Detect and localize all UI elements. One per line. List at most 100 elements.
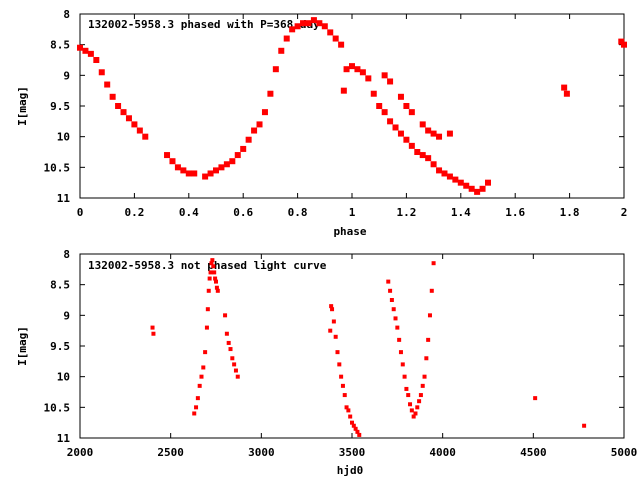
data-point: [400, 362, 405, 367]
data-point: [213, 276, 218, 281]
phased-plot-x-axis-label: phase: [333, 225, 366, 238]
data-point: [115, 103, 122, 109]
data-point: [93, 57, 100, 63]
light-curve-plot-points: [150, 258, 587, 437]
data-point: [354, 66, 361, 73]
data-point: [164, 152, 171, 159]
y-tick-label: 10: [57, 371, 70, 384]
data-point: [214, 279, 218, 284]
data-point: [272, 66, 279, 73]
data-point: [391, 307, 396, 312]
y-tick-label: 8: [63, 248, 70, 261]
y-tick-label: 8.5: [50, 279, 70, 292]
data-point: [214, 285, 219, 290]
data-point: [245, 136, 252, 143]
data-point: [174, 164, 181, 171]
data-point: [169, 158, 176, 165]
data-point: [340, 87, 347, 94]
data-point: [235, 374, 240, 379]
x-tick-label: 3000: [248, 446, 275, 459]
data-point: [561, 84, 568, 91]
x-tick-label: 1.4: [451, 206, 471, 219]
data-point: [256, 121, 263, 128]
data-point: [430, 130, 437, 137]
data-point: [218, 164, 225, 171]
data-point: [381, 72, 388, 79]
data-point: [283, 35, 290, 42]
data-point: [229, 158, 236, 165]
data-point: [204, 325, 209, 330]
data-point: [415, 405, 420, 410]
data-point: [395, 325, 400, 330]
data-point: [201, 365, 206, 370]
data-point: [353, 426, 358, 431]
data-point: [192, 411, 197, 416]
light-curve-plot: 132002-5958.3 not phased light curve hjd…: [16, 248, 637, 477]
data-point: [479, 185, 486, 192]
data-point: [335, 350, 340, 355]
light-curve-plot-y-ticks: 8 8.5 9 9.5 10 10.5 11: [44, 248, 624, 445]
data-point: [468, 185, 475, 192]
data-point: [228, 347, 233, 352]
data-point: [355, 429, 360, 434]
data-point: [233, 368, 238, 373]
data-point: [381, 109, 388, 116]
data-point: [337, 362, 342, 367]
x-tick-label: 5000: [611, 446, 638, 459]
data-point: [349, 63, 355, 70]
data-point: [206, 288, 211, 293]
data-point: [340, 383, 345, 388]
data-point: [338, 41, 345, 48]
data-point: [331, 319, 336, 324]
x-tick-label: 2000: [67, 446, 94, 459]
data-point: [582, 423, 587, 428]
x-tick-label: 3500: [339, 446, 366, 459]
data-point: [151, 331, 156, 336]
data-point: [321, 23, 328, 30]
light-curve-plot-x-axis-label: hjd0: [337, 464, 364, 477]
data-point: [289, 26, 296, 33]
phased-plot-title: 132002-5958.3 phased with P=368 day: [88, 18, 320, 31]
data-point: [207, 276, 212, 281]
x-tick-label: 0.2: [124, 206, 144, 219]
x-tick-label: 0: [77, 206, 84, 219]
data-point: [350, 420, 354, 425]
data-point: [208, 270, 213, 275]
data-point: [332, 35, 339, 42]
x-tick-label: 0.6: [233, 206, 253, 219]
data-point: [316, 20, 323, 27]
data-point: [125, 115, 132, 122]
data-point: [330, 307, 335, 312]
data-point: [376, 103, 383, 109]
data-point: [87, 50, 94, 57]
data-point: [300, 20, 307, 27]
x-tick-label: 0.8: [288, 206, 308, 219]
data-point: [195, 396, 200, 401]
phased-plot: 132002-5958.3 phased with P=368 day phas…: [16, 8, 627, 238]
data-point: [180, 167, 187, 174]
data-point: [397, 130, 404, 137]
data-point: [339, 374, 344, 379]
data-point: [424, 356, 429, 361]
y-tick-label: 10: [57, 131, 70, 144]
data-point: [305, 20, 312, 27]
data-point: [441, 170, 448, 177]
data-point: [294, 23, 301, 30]
data-point: [98, 69, 105, 76]
x-tick-label: 2500: [157, 446, 184, 459]
phased-plot-y-ticks: 8 8.5 9 9.5 10 10.5 11: [44, 8, 624, 205]
data-point: [418, 393, 423, 398]
data-point: [202, 173, 209, 180]
y-tick-label: 9: [63, 309, 70, 322]
x-tick-label: 4500: [520, 446, 547, 459]
phased-plot-x-ticks: 0 0.2 0.4 0.6 0.8 1 1.2 1.4 1.6 1.8 2: [77, 14, 627, 219]
y-tick-label: 10.5: [44, 401, 71, 414]
data-point: [417, 399, 422, 404]
data-point: [327, 29, 334, 36]
x-tick-label: 0.4: [179, 206, 199, 219]
data-point: [77, 44, 83, 51]
data-point: [240, 145, 247, 152]
data-point: [261, 109, 268, 116]
data-point: [310, 17, 317, 24]
